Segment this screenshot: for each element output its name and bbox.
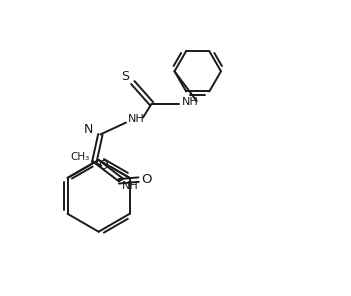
Text: NH: NH bbox=[181, 97, 198, 107]
Text: CH₃: CH₃ bbox=[71, 152, 90, 163]
Text: NH: NH bbox=[128, 114, 145, 124]
Text: O: O bbox=[98, 159, 108, 172]
Text: S: S bbox=[121, 70, 129, 83]
Text: O: O bbox=[141, 173, 151, 186]
Text: N: N bbox=[84, 123, 93, 136]
Text: NH: NH bbox=[122, 181, 139, 191]
